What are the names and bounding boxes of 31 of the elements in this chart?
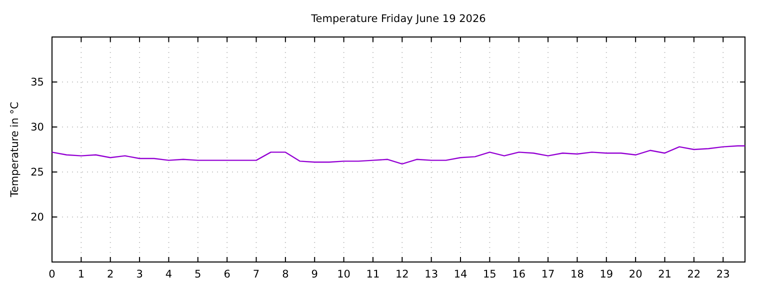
chart-title: Temperature Friday June 19 2026	[310, 13, 486, 25]
x-tick-label: 23	[716, 268, 730, 280]
x-tick-label: 20	[628, 268, 642, 280]
y-axis-title: Temperature in °C	[9, 102, 21, 198]
x-tick-label: 14	[454, 268, 468, 280]
x-tick-label: 9	[311, 268, 318, 280]
y-tick-label: 25	[30, 166, 44, 178]
x-tick-label: 11	[366, 268, 380, 280]
y-tick-label: 20	[30, 211, 44, 224]
x-tick-label: 7	[252, 268, 260, 280]
y-tick-label: 30	[30, 121, 44, 134]
x-tick-label: 22	[687, 268, 701, 280]
x-tick-label: 8	[282, 268, 289, 280]
x-tick-label: 13	[424, 268, 438, 280]
x-tick-label: 16	[512, 268, 526, 280]
x-tick-label: 10	[337, 268, 350, 280]
x-tick-label: 17	[541, 268, 555, 280]
x-tick-label: 6	[224, 268, 231, 280]
x-tick-label: 4	[165, 268, 172, 280]
x-tick-label: 2	[107, 268, 114, 280]
x-tick-label: 19	[600, 268, 614, 280]
x-tick-label: 3	[136, 268, 143, 280]
x-tick-label: 12	[395, 268, 409, 280]
x-tick-label: 18	[570, 268, 584, 280]
x-tick-label: 1	[78, 268, 85, 280]
x-tick-label: 15	[482, 268, 496, 280]
line-series	[51, 145, 746, 164]
x-tick-label: 21	[658, 268, 672, 280]
x-tick-label: 0	[48, 268, 56, 280]
y-tick-label: 35	[30, 76, 44, 88]
x-tick-label: 5	[194, 268, 202, 280]
